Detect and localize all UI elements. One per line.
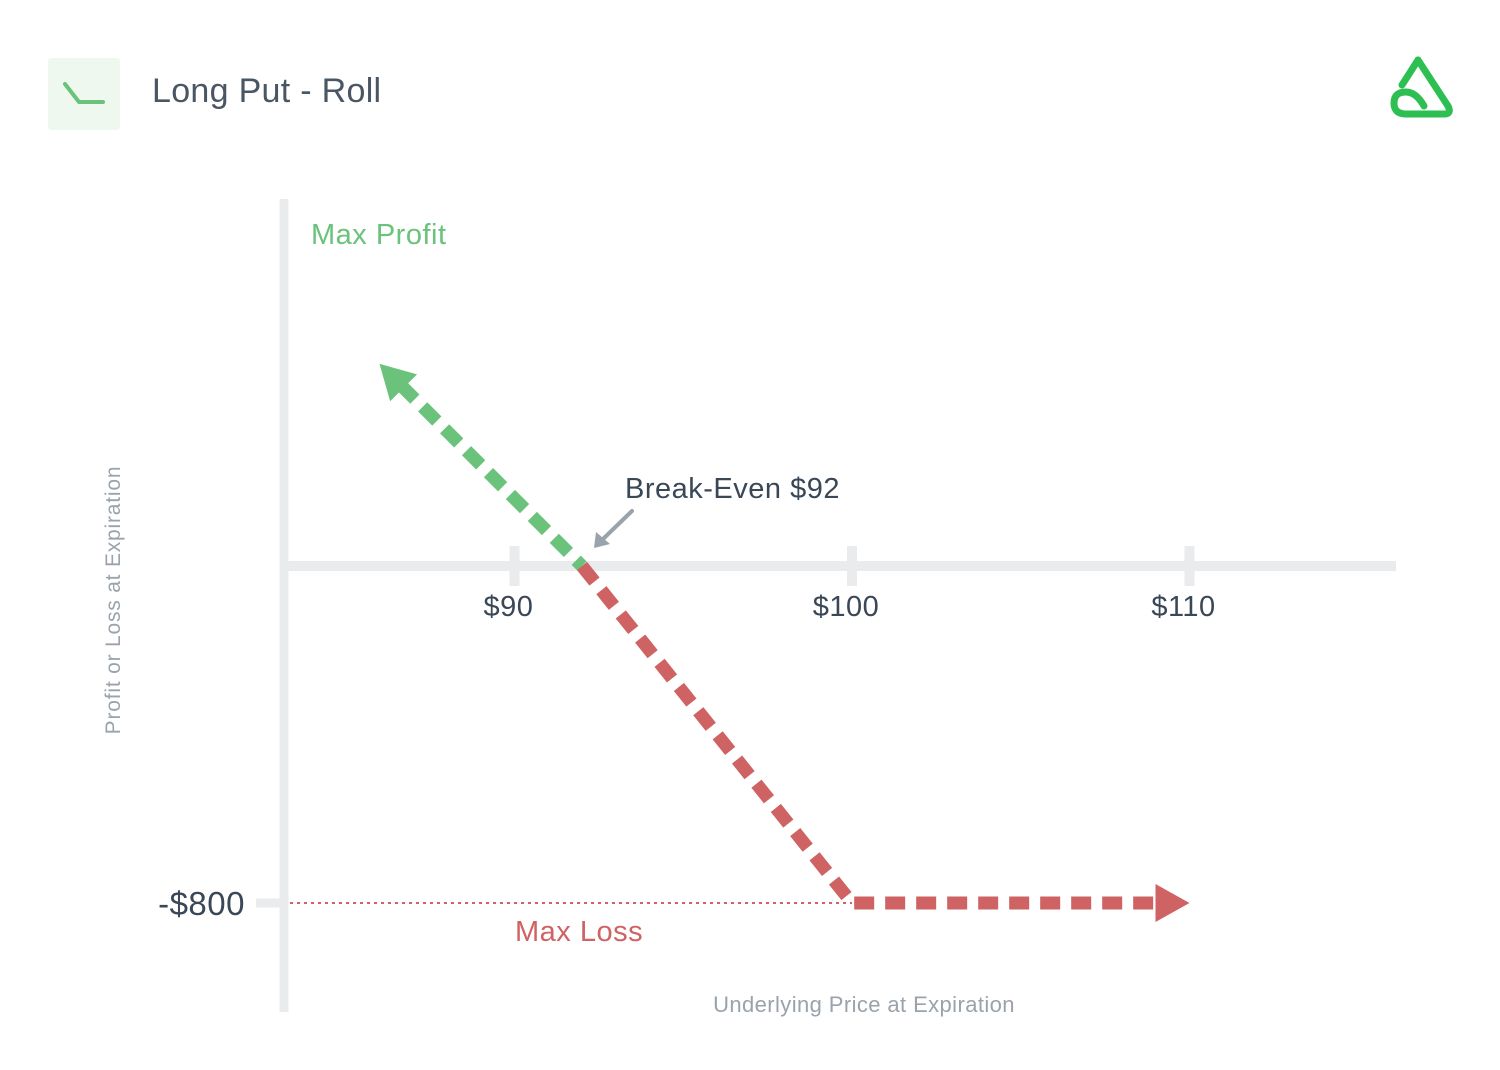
brand-logo-icon xyxy=(1390,56,1453,118)
loss-segment xyxy=(576,561,1160,910)
long-put-payoff-icon xyxy=(63,82,105,104)
break-even-annotation: Break-Even $92 xyxy=(625,473,840,505)
break-even-pointer-arrow xyxy=(594,509,634,548)
max-loss-annotation: Max Loss xyxy=(515,916,643,948)
page-title: Long Put - Roll xyxy=(152,72,382,110)
y-axis-label: Profit or Loss at Expiration xyxy=(102,466,125,735)
x-tick-label: $110 xyxy=(1151,591,1215,623)
x-tick-label: $90 xyxy=(484,591,534,623)
x-axis-label: Underlying Price at Expiration xyxy=(713,992,1015,1017)
max-profit-annotation: Max Profit xyxy=(311,219,447,251)
strategy-badge xyxy=(48,58,120,130)
max-loss-arrowhead xyxy=(1155,884,1190,922)
profit-segment xyxy=(396,380,587,571)
y-tick-label: -$800 xyxy=(158,885,245,922)
max-profit-arrowhead xyxy=(379,363,417,402)
x-tick-label: $100 xyxy=(813,591,880,623)
